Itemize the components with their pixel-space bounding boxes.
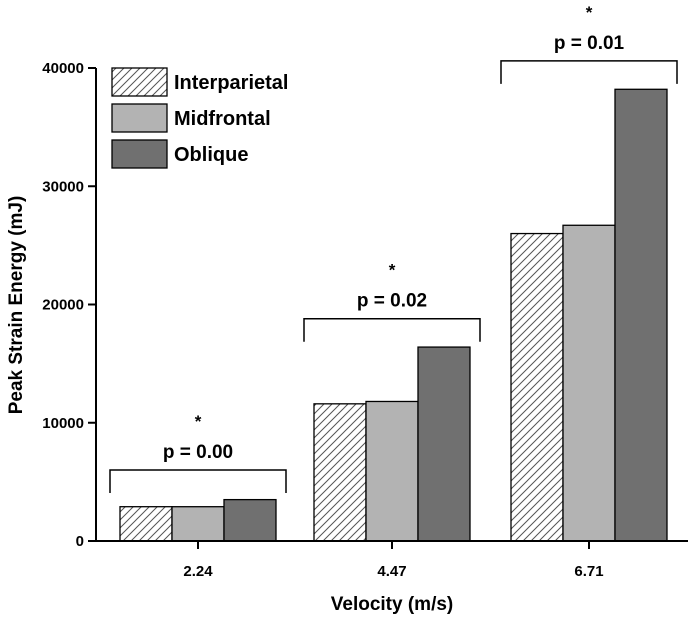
p-value-label: p = 0.00 <box>163 442 233 463</box>
significance-star: * <box>195 412 202 431</box>
y-axis-title: Peak Strain Energy (mJ) <box>6 196 27 415</box>
bar-midfrontal-2.24 <box>171 506 225 542</box>
bar-oblique-2.24 <box>223 498 277 542</box>
bar-interparietal-4.47 <box>313 403 367 542</box>
legend-swatch-oblique <box>111 139 168 169</box>
significance-star: * <box>389 261 396 280</box>
p-value-label: p = 0.01 <box>554 33 625 54</box>
bar-interparietal-6.71 <box>510 232 564 542</box>
y-tick-label: 40000 <box>42 60 84 77</box>
x-tick-label: 6.71 <box>574 563 603 580</box>
p-value-label: p = 0.02 <box>357 291 427 312</box>
y-tick-label: 20000 <box>42 297 84 314</box>
y-tick-label: 10000 <box>42 415 84 432</box>
y-tick-label: 0 <box>76 533 84 550</box>
x-axis-ticks: 2.24 4.47 6.71 <box>183 541 604 580</box>
bar-oblique-6.71 <box>614 88 668 542</box>
x-tick-label: 4.47 <box>377 563 406 580</box>
x-axis-title: Velocity (m/s) <box>331 594 454 615</box>
bar-midfrontal-6.71 <box>562 224 616 542</box>
legend-label-oblique: Oblique <box>174 144 248 166</box>
bar-oblique-4.47 <box>417 346 471 542</box>
significance-annotations: p = 0.00 * p = 0.02 * p = 0.01 * <box>109 3 678 494</box>
x-tick-label: 2.24 <box>183 563 213 580</box>
legend: Interparietal Midfrontal Oblique <box>111 67 288 169</box>
significance-star: * <box>586 3 593 22</box>
legend-swatch-interparietal <box>111 67 168 97</box>
legend-label-midfrontal: Midfrontal <box>174 108 271 130</box>
significance-bracket <box>109 469 287 494</box>
y-tick-label: 30000 <box>42 178 84 195</box>
bar-interparietal-2.24 <box>119 506 173 542</box>
significance-bracket <box>303 317 481 342</box>
legend-swatch-midfrontal <box>111 103 168 133</box>
bar-midfrontal-4.47 <box>365 400 419 542</box>
y-axis-ticks: 0 10000 20000 30000 40000 <box>42 60 96 550</box>
significance-bracket <box>500 60 678 84</box>
bars <box>119 88 668 542</box>
legend-label-interparietal: Interparietal <box>174 72 288 94</box>
